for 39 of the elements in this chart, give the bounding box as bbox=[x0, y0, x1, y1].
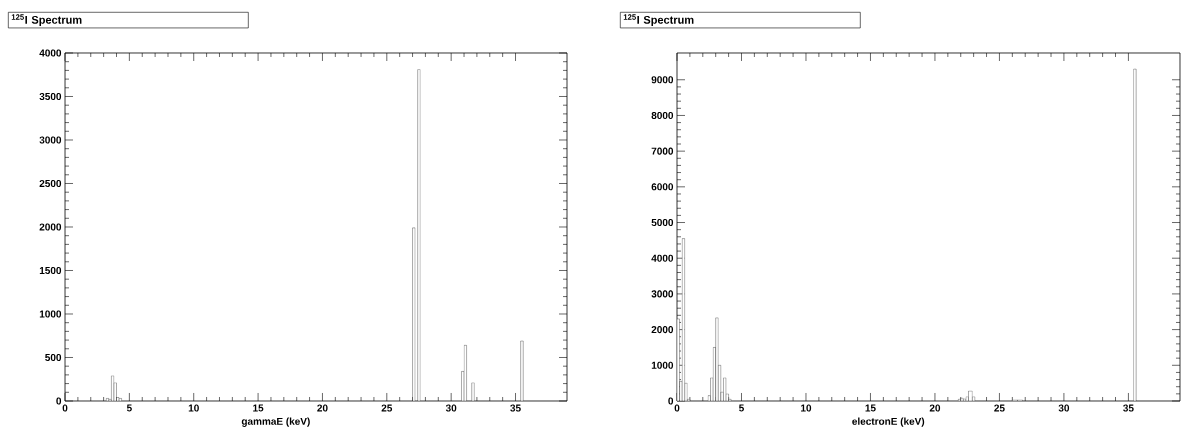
x-tick-label: 35 bbox=[1123, 404, 1134, 412]
x-tick-label: 30 bbox=[1058, 404, 1070, 412]
x-tick-label: 10 bbox=[801, 404, 812, 412]
x-axis-title: gammaE (keV) bbox=[241, 417, 310, 427]
y-tick-label: 7000 bbox=[651, 147, 674, 155]
y-tick-label: 6000 bbox=[651, 183, 674, 191]
y-tick-label: 0 bbox=[668, 397, 674, 405]
x-tick-label: 10 bbox=[188, 404, 199, 412]
y-tick-label: 3000 bbox=[39, 136, 62, 144]
x-tick-label: 0 bbox=[62, 404, 68, 412]
x-tick-label: 5 bbox=[739, 404, 744, 412]
x-tick-label: 15 bbox=[865, 404, 876, 412]
y-tick-label: 500 bbox=[45, 353, 62, 362]
y-tick-label: 2000 bbox=[39, 223, 62, 231]
y-tick-label: 3000 bbox=[651, 290, 674, 298]
y-tick-label: 9000 bbox=[651, 76, 674, 84]
y-tick-label: 1500 bbox=[39, 266, 62, 275]
y-tick-label: 2500 bbox=[39, 179, 62, 188]
chart-title: $^{125}$I Spectrum bbox=[11, 14, 82, 26]
x-axis-title: electronE (keV) bbox=[852, 417, 925, 427]
y-tick-label: 0 bbox=[56, 397, 62, 405]
x-tick-label: 25 bbox=[381, 404, 393, 412]
y-tick-label: 5000 bbox=[651, 218, 674, 227]
y-tick-label: 8000 bbox=[651, 111, 674, 119]
y-tick-label: 2000 bbox=[651, 326, 674, 334]
x-tick-label: 35 bbox=[510, 404, 521, 412]
x-tick-label: 5 bbox=[126, 404, 132, 412]
y-tick-label: 1000 bbox=[39, 310, 62, 318]
x-tick-label: 25 bbox=[994, 404, 1005, 412]
x-tick-label: 20 bbox=[317, 404, 328, 412]
x-tick-label: 30 bbox=[445, 404, 457, 412]
chart-title: $^{125}$I Spectrum bbox=[623, 14, 694, 26]
x-tick-label: 0 bbox=[674, 404, 680, 412]
y-tick-label: 3500 bbox=[39, 92, 62, 101]
x-tick-label: 20 bbox=[929, 404, 941, 412]
y-tick-label: 1000 bbox=[651, 361, 674, 369]
y-tick-label: 4000 bbox=[651, 254, 674, 262]
y-tick-label: 4000 bbox=[39, 49, 62, 57]
x-tick-label: 15 bbox=[253, 404, 264, 412]
